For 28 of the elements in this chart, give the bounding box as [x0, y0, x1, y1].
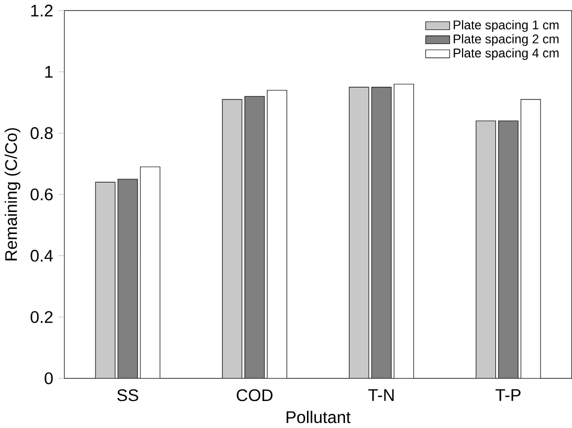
y-tick-label: 1.2	[31, 4, 53, 16]
x-tick-label: COD	[236, 389, 272, 402]
bar	[520, 99, 541, 378]
bar	[95, 182, 116, 378]
y-tick-label: 0.2	[30, 311, 53, 324]
legend-label: Plate spacing 2 cm	[454, 34, 559, 46]
bar	[140, 166, 160, 378]
y-tick-label: 1	[45, 66, 53, 78]
legend-label: Plate spacing 4 cm	[454, 48, 559, 60]
bar	[394, 84, 414, 378]
y-tick-label: 0.8	[30, 127, 53, 140]
x-tick-label: T-N	[368, 389, 394, 401]
bar	[348, 86, 370, 378]
x-axis-title: Pollutant	[286, 410, 351, 424]
bar	[222, 99, 242, 378]
bar	[244, 96, 265, 378]
bar	[371, 86, 392, 378]
bar	[498, 120, 518, 378]
x-tick-label: SS	[117, 389, 138, 402]
y-tick-label: 0	[44, 372, 53, 384]
bar	[266, 90, 288, 378]
legend-label: Plate spacing 1 cm	[454, 20, 559, 32]
x-tick-label: T-P	[496, 389, 521, 401]
y-tick-label: 0.6	[30, 188, 53, 200]
bar	[118, 178, 138, 378]
y-tick-label: 0.4	[30, 250, 53, 262]
bar	[476, 120, 496, 378]
y-axis-title: Remaining (C/Co)	[4, 128, 20, 260]
